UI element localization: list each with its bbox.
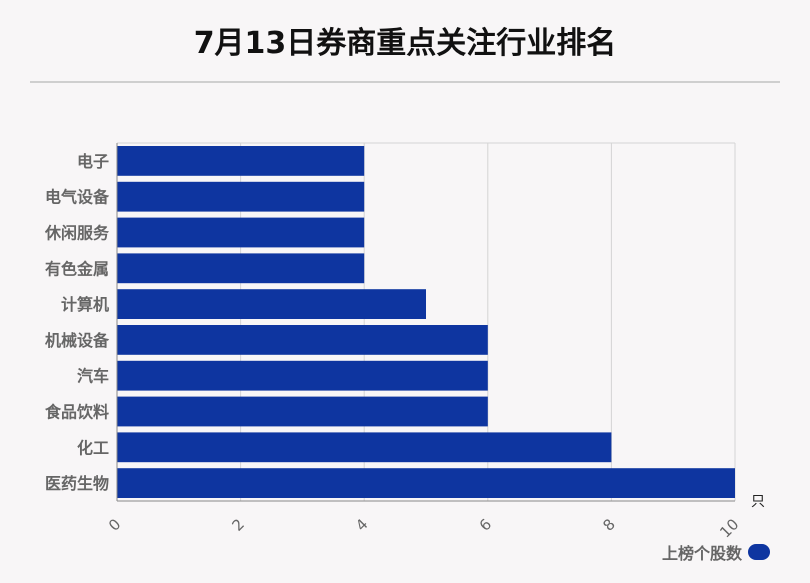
category-label: 电气设备 [45,188,110,207]
x-axis-unit: 只 [751,494,765,510]
bar-0 [117,146,365,176]
category-label: 有色金属 [45,259,109,278]
category-label: 医药生物 [45,474,109,493]
bar-3 [117,253,365,284]
bar-2 [117,217,365,248]
legend[interactable]: 上榜个股数 [662,540,770,564]
category-label: 计算机 [61,295,109,314]
x-tick-label: 0 [105,515,124,534]
title-divider [30,81,780,83]
bar-9 [117,468,735,498]
bar-8 [117,432,612,463]
bar-6 [117,360,488,391]
x-tick-label: 4 [352,515,371,534]
legend-swatch [748,544,770,560]
chart-title: 7月13日券商重点关注行业排名 [193,26,617,61]
category-label: 汽车 [77,367,109,386]
category-label: 休闲服务 [44,224,110,243]
bar-1 [117,181,365,212]
category-label: 电子 [77,152,109,171]
bar-4 [117,289,426,319]
bar-7 [117,396,488,427]
x-tick-label: 2 [229,515,248,534]
bar-5 [117,325,488,355]
x-tick-label: 8 [599,515,618,534]
legend-label: 上榜个股数 [661,544,742,563]
category-label: 机械设备 [45,331,110,350]
category-label: 化工 [77,438,109,457]
x-tick-label: 10 [716,515,742,541]
x-tick-label: 6 [476,515,495,534]
category-label: 食品饮料 [44,403,109,422]
